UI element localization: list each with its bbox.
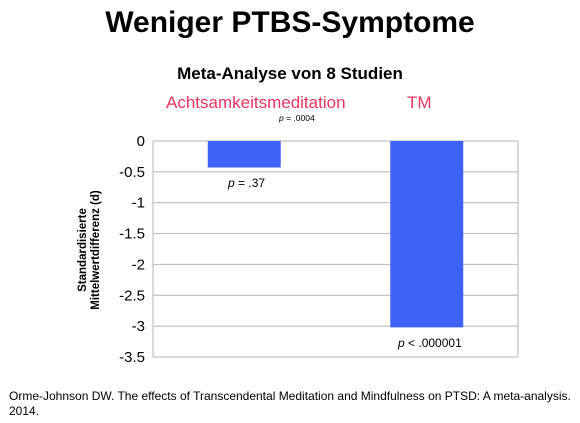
y-tick-label: -0.5 bbox=[119, 164, 145, 181]
y-tick-label: -3.5 bbox=[119, 349, 145, 366]
bar-label-tm: p < .000001 bbox=[398, 336, 462, 350]
bar-label-achtsamkeit: p = .37 bbox=[228, 176, 266, 190]
chart-subtitle: Meta-Analyse von 8 Studien bbox=[177, 64, 403, 83]
source-citation: Orme-Johnson DW. The effects of Transcen… bbox=[9, 389, 571, 418]
bar-0 bbox=[207, 141, 281, 168]
y-tick-label: -3 bbox=[132, 318, 145, 335]
y-tick-label: -1 bbox=[132, 195, 145, 212]
category-label-tm: TM bbox=[407, 93, 432, 112]
chart-title: Weniger PTBS-Symptome bbox=[105, 6, 475, 39]
y-tick-label: -2 bbox=[132, 256, 145, 273]
y-tick-label: 0 bbox=[137, 133, 145, 150]
category-label-achtsamkeit: Achtsamkeitsmeditation bbox=[166, 93, 346, 112]
bar-1 bbox=[390, 141, 464, 328]
y-tick-label: -2.5 bbox=[119, 287, 145, 304]
y-tick-label: -1.5 bbox=[119, 226, 145, 243]
comparison-p-value: p = .0004 bbox=[279, 113, 315, 123]
